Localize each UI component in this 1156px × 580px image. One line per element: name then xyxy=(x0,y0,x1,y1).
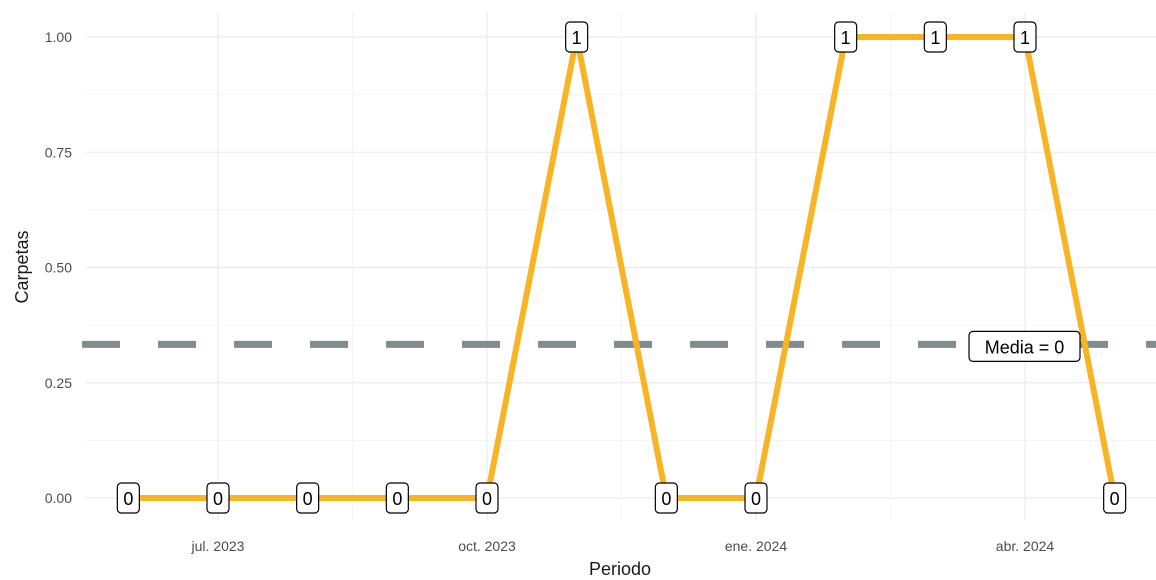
data-label-box xyxy=(116,482,140,514)
data-label-text: 0 xyxy=(303,489,313,509)
data-label-box xyxy=(385,482,409,514)
x-tick-label: ene. 2024 xyxy=(725,538,787,554)
data-label-box xyxy=(1103,482,1127,514)
data-label-text: 1 xyxy=(572,28,582,48)
data-label-box xyxy=(296,482,320,514)
y-tick-label: 0.50 xyxy=(45,260,72,276)
y-axis-ticks: 0.00 0.25 0.50 0.75 1.00 xyxy=(45,29,72,506)
data-label: 0 xyxy=(296,482,320,514)
mean-label: Media = 0 xyxy=(968,330,1081,362)
data-label-text: 0 xyxy=(392,489,402,509)
data-label: 0 xyxy=(385,482,409,514)
data-label: 0 xyxy=(1103,482,1127,514)
data-label-box xyxy=(834,21,858,53)
data-labels: 0 0 0 0 0 1 0 0 1 1 1 0 Media = 0 xyxy=(116,21,1127,514)
data-label: 0 xyxy=(206,482,230,514)
mean-label-box xyxy=(968,330,1081,362)
x-tick-label: jul. 2023 xyxy=(191,538,245,554)
data-label-box xyxy=(565,21,589,53)
data-label-box xyxy=(206,482,230,514)
data-label-box xyxy=(475,482,499,514)
y-tick-label: 1.00 xyxy=(45,29,72,45)
y-tick-label: 0.00 xyxy=(45,490,72,506)
data-label-text: 0 xyxy=(661,489,671,509)
data-label: 1 xyxy=(923,21,947,53)
data-label-box xyxy=(923,21,947,53)
data-label-box xyxy=(654,482,678,514)
data-label-text: 1 xyxy=(930,28,940,48)
data-label-text: 0 xyxy=(213,489,223,509)
y-tick-label: 0.25 xyxy=(45,375,72,391)
data-label: 1 xyxy=(565,21,589,53)
data-label-text: 1 xyxy=(841,28,851,48)
series-line xyxy=(128,34,1118,501)
series xyxy=(128,34,1118,501)
data-label: 0 xyxy=(475,482,499,514)
data-label: 0 xyxy=(654,482,678,514)
y-tick-label: 0.75 xyxy=(45,144,72,160)
x-tick-label: abr. 2024 xyxy=(996,538,1055,554)
data-label-box xyxy=(1013,21,1037,53)
data-label-text: 0 xyxy=(123,489,133,509)
data-label: 0 xyxy=(116,482,140,514)
data-label-text: 0 xyxy=(751,489,761,509)
data-label-text: 0 xyxy=(1110,489,1120,509)
x-axis-ticks: jul. 2023 oct. 2023 ene. 2024 abr. 2024 xyxy=(191,538,1055,554)
x-tick-label: oct. 2023 xyxy=(458,538,516,554)
data-label: 1 xyxy=(834,21,858,53)
data-label-text: 1 xyxy=(1020,28,1030,48)
data-label-text: 0 xyxy=(482,489,492,509)
grid xyxy=(86,12,1156,520)
data-label: 0 xyxy=(744,482,768,514)
mean-label-text: Media = 0 xyxy=(985,337,1065,357)
data-label: 1 xyxy=(1013,21,1037,53)
data-label-box xyxy=(744,482,768,514)
x-axis-title: Periodo xyxy=(589,559,651,579)
y-axis-title: Carpetas xyxy=(12,230,32,303)
